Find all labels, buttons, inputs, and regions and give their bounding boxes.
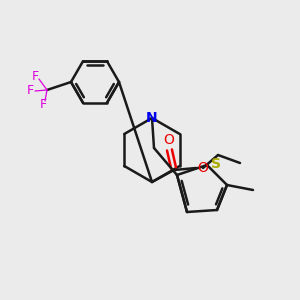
Text: F: F	[39, 98, 46, 110]
Text: O: O	[164, 133, 174, 147]
Text: F: F	[26, 85, 34, 98]
Text: N: N	[146, 111, 158, 125]
Text: S: S	[211, 157, 221, 171]
Text: F: F	[32, 70, 39, 83]
Text: O: O	[198, 161, 208, 175]
